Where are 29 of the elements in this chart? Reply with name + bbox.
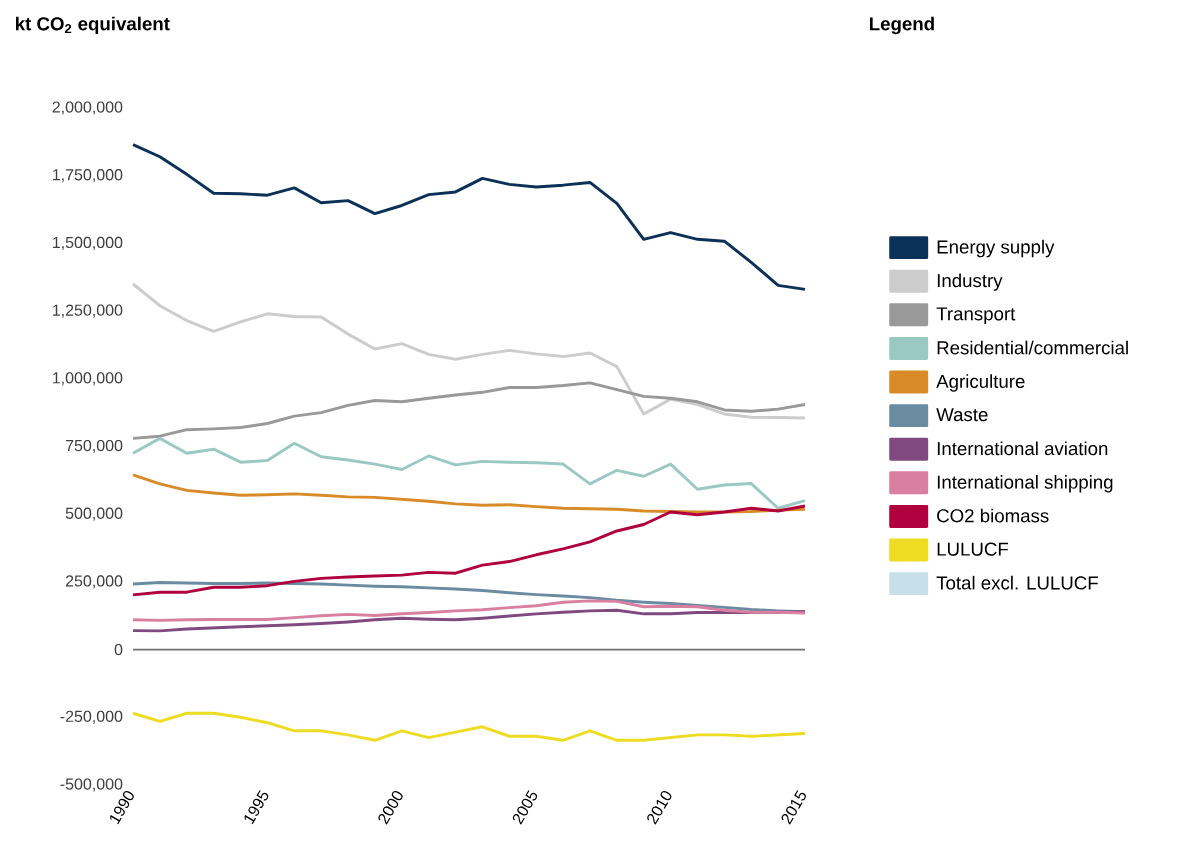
legend-title: Legend [869,16,934,35]
legend-label: CO2 biomass [937,508,1049,523]
y-tick-label: 1,000,000 [53,372,123,386]
y-tick-label: 500,000 [65,507,123,521]
y-tick-label: 2,000,000 [52,101,123,115]
y-tick-label: 250,000 [65,575,123,589]
y-tick-label: 750,000 [65,439,123,454]
legend-label: Agriculture [936,374,1025,392]
legend-label: Waste [936,408,988,422]
line-series [131,381,807,440]
line-series [131,143,807,291]
legend-label: International aviation [937,441,1108,456]
y-tick-label: 1,250,000 [53,304,123,318]
legend-label: Total excl. LULUCF [936,575,1098,590]
legend-label: International shipping [937,475,1113,493]
legend-label: Industry [937,273,1003,291]
legend-label: Residential/commercial [937,340,1128,355]
y-tick-label: -250,000 [60,710,123,724]
legend-label: Energy supply [937,239,1055,258]
line-series [131,282,807,420]
y-tick-label: 1,500,000 [53,236,123,250]
line-series [131,504,807,597]
y-tick-label: 1,750,000 [53,169,123,183]
legend-label: LULUCF [937,542,1009,556]
legend-label: Transport [936,307,1016,325]
y-axis-title: kt CO$_{2}$ equivalent [16,16,170,35]
y-tick-label: 0 [114,643,123,656]
line-series [131,436,807,510]
y-tick-label: -500,000 [60,778,123,792]
